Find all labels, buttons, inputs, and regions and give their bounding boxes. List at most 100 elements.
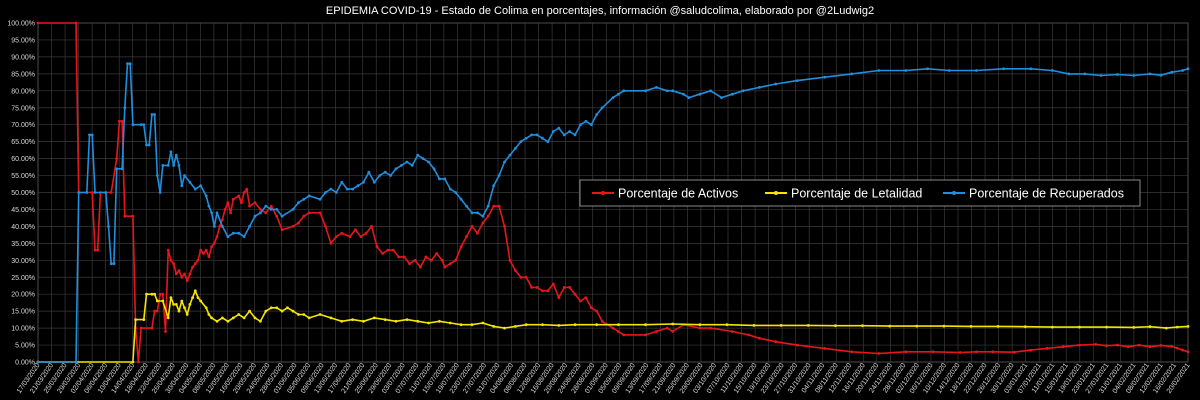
data-point-activos (215, 235, 219, 239)
data-point-recuperados (947, 69, 951, 72)
data-point-activos (758, 336, 761, 340)
data-point-activos (530, 286, 533, 289)
data-point-recuperados (207, 204, 211, 208)
data-point-letalidad (372, 316, 376, 320)
data-point-activos (231, 197, 235, 201)
data-point-recuperados (378, 174, 382, 177)
data-point-recuperados (1099, 74, 1103, 77)
y-tick-label: 20.00% (11, 292, 35, 299)
data-point-letalidad (362, 319, 365, 323)
data-point-letalidad (193, 289, 197, 293)
data-point-activos (386, 248, 390, 252)
legend-label-recuperados: Porcentaje de Recuperados (969, 187, 1124, 201)
data-point-recuperados (454, 191, 458, 194)
data-point-recuperados (221, 225, 224, 228)
data-point-activos (1148, 345, 1152, 349)
data-point-activos (562, 286, 566, 289)
data-point-recuperados (351, 187, 354, 191)
data-point-recuperados (147, 143, 151, 147)
data-point-activos (600, 319, 604, 323)
data-point-letalidad (438, 319, 441, 323)
data-point-activos (796, 343, 799, 347)
data-point-letalidad (752, 324, 756, 327)
data-point-activos (269, 204, 273, 208)
data-point-activos (1170, 345, 1174, 348)
data-point-activos (503, 225, 506, 228)
data-point-recuperados (551, 130, 555, 133)
data-point-activos (665, 326, 669, 330)
data-point-activos (109, 191, 113, 194)
data-point-letalidad (1023, 325, 1027, 329)
data-point-recuperados (541, 136, 544, 140)
data-point-activos (318, 211, 322, 215)
data-point-letalidad (1078, 325, 1081, 329)
data-point-recuperados (481, 214, 485, 218)
data-point-activos (730, 330, 734, 333)
data-point-recuperados (280, 214, 284, 218)
data-point-activos (497, 204, 501, 208)
data-point-activos (698, 326, 702, 330)
data-point-recuperados (1067, 72, 1071, 76)
data-point-activos (172, 262, 176, 266)
data-point-recuperados (324, 191, 327, 194)
data-point-activos (199, 248, 203, 252)
data-point-letalidad (394, 319, 398, 323)
data-point-recuperados (172, 164, 176, 167)
data-point-activos (492, 204, 496, 208)
data-point-recuperados (573, 133, 577, 137)
data-point-recuperados (1148, 72, 1152, 76)
data-point-activos (413, 258, 417, 262)
data-point-activos (191, 265, 195, 269)
data-point-activos (302, 214, 306, 218)
series-line-activos (38, 22, 1189, 363)
data-point-activos (90, 191, 94, 194)
data-point-recuperados (150, 113, 154, 116)
data-point-recuperados (158, 191, 162, 194)
data-point-activos (291, 225, 295, 228)
data-point-recuperados (877, 69, 881, 72)
y-tick-label: 50.00% (11, 190, 35, 197)
data-point-activos (174, 272, 178, 276)
data-point-activos (229, 211, 233, 215)
data-point-letalidad (915, 324, 919, 328)
data-point-recuperados (823, 75, 826, 79)
data-point-recuperados (166, 164, 170, 167)
data-point-letalidad (351, 318, 354, 321)
data-point-letalidad (297, 313, 300, 316)
data-point-activos (524, 275, 528, 279)
data-point-activos (93, 248, 97, 252)
data-point-activos (340, 231, 344, 235)
data-point-recuperados (698, 92, 702, 96)
data-point-activos (1159, 344, 1163, 347)
data-point-activos (137, 360, 140, 364)
data-point-letalidad (166, 316, 170, 320)
data-point-letalidad (307, 316, 311, 320)
data-point-recuperados (1159, 73, 1163, 77)
data-point-recuperados (356, 184, 360, 188)
data-point-activos (188, 272, 192, 276)
data-point-activos (557, 296, 561, 299)
data-point-recuperados (253, 214, 257, 218)
data-point-recuperados (180, 184, 184, 188)
data-point-recuperados (212, 225, 216, 228)
data-point-letalidad (180, 299, 184, 303)
data-point-recuperados (557, 126, 561, 130)
y-tick-label: 0.00% (15, 360, 35, 367)
data-point-recuperados (161, 164, 165, 167)
data-point-letalidad (996, 325, 1000, 328)
data-point-activos (115, 157, 119, 161)
data-point-letalidad (329, 316, 333, 320)
data-point-activos (180, 275, 184, 279)
data-point-recuperados (74, 360, 78, 364)
data-point-recuperados (774, 82, 778, 86)
data-point-recuperados (644, 89, 647, 93)
data-point-recuperados (758, 86, 761, 89)
data-point-letalidad (383, 318, 387, 321)
data-point-activos (573, 292, 577, 296)
data-point-recuperados (215, 211, 219, 215)
data-point-recuperados (682, 92, 685, 96)
data-point-recuperados (104, 191, 108, 194)
data-point-activos (161, 292, 165, 296)
data-point-activos (454, 258, 458, 262)
data-point-recuperados (128, 62, 132, 66)
